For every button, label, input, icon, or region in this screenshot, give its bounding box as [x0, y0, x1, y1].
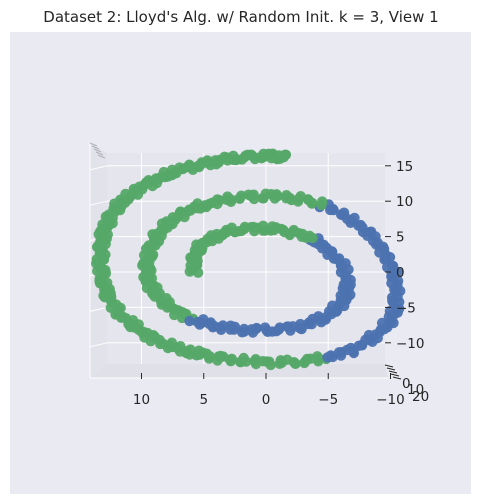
x-tick-label: −10: [376, 392, 405, 408]
data-point-green: [169, 309, 180, 321]
data-point-blue: [334, 253, 345, 264]
data-point-green: [185, 205, 196, 216]
data-point-green: [192, 267, 204, 278]
data-point-green: [150, 240, 161, 251]
data-point-green: [155, 338, 166, 350]
side-gridline: [89, 342, 108, 348]
depth-tick-mark: [95, 151, 104, 156]
z-tick-label: −10: [396, 336, 425, 352]
data-point-green: [248, 221, 259, 233]
data-point-green: [290, 358, 301, 369]
depth-tick-mark: [384, 364, 394, 368]
side-gridline: [89, 165, 108, 171]
data-point-blue: [376, 317, 388, 329]
x-tick-label: −5: [318, 392, 338, 408]
data-point-green: [236, 190, 247, 201]
data-point-green: [295, 191, 306, 202]
x-tick-label: 5: [199, 392, 208, 408]
z-tick-label: 15: [396, 159, 413, 175]
chart-title: Dataset 2: Lloyd's Alg. w/ Random Init. …: [43, 8, 438, 26]
depth-tick-mark: [91, 145, 100, 150]
data-point-blue: [229, 321, 241, 332]
data-point-blue: [337, 209, 348, 221]
data-point-blue: [333, 347, 345, 358]
depth-tick-mark: [89, 142, 98, 147]
data-point-green: [162, 171, 174, 182]
data-point-green: [258, 193, 269, 204]
data-point-green: [172, 342, 183, 354]
data-point-blue: [355, 219, 366, 231]
depth-tick-mark: [392, 376, 402, 380]
data-point-blue: [215, 324, 227, 335]
z-tick-label: 10: [396, 194, 413, 210]
z-tick-label: 0: [396, 265, 405, 281]
depth-tick-mark: [390, 373, 400, 377]
data-point-green: [249, 355, 260, 367]
data-point-green: [224, 354, 236, 365]
data-point-green: [279, 226, 290, 238]
data-point-blue: [387, 260, 399, 272]
data-point-blue: [353, 340, 364, 351]
side-gridline: [89, 200, 108, 206]
data-point-green: [281, 193, 292, 204]
x-tick-label: 10: [133, 392, 150, 408]
data-point-green: [116, 312, 127, 323]
data-point-green: [297, 228, 308, 240]
scatter-points: [91, 148, 406, 371]
z-tick-label: 5: [396, 230, 405, 246]
data-point-green: [265, 359, 276, 371]
x-axis-tick-labels: 10 5 0 −5 −10: [133, 373, 405, 408]
data-point-blue: [294, 322, 305, 334]
data-point-blue: [184, 315, 195, 327]
data-point-green: [259, 225, 271, 236]
depth-tick-label: 0: [402, 376, 411, 392]
depth-axis-ticks: [89, 142, 402, 380]
data-point-green: [240, 356, 252, 367]
data-point-green: [204, 353, 215, 364]
data-point-blue: [251, 322, 262, 334]
depth-tick-mark: [93, 148, 102, 153]
data-point-green: [229, 226, 241, 238]
data-point-blue: [196, 317, 207, 329]
data-point-blue: [273, 324, 285, 335]
depth-tick-label: 10: [407, 382, 424, 398]
data-point-blue: [366, 226, 377, 237]
depth-tick-mark: [388, 370, 398, 374]
depth-tick-label: 20: [412, 389, 429, 405]
data-point-green: [222, 152, 233, 163]
z-tick-label: −5: [396, 300, 416, 316]
x-tick-label: 0: [262, 392, 271, 408]
z-axis-tick-labels: 15 10 5 0 −5 −10: [385, 159, 425, 352]
data-point-green: [205, 159, 216, 171]
depth-tick-mark: [97, 154, 106, 159]
data-point-green: [267, 148, 278, 159]
side-gridline: [89, 306, 108, 312]
data-point-blue: [236, 327, 248, 338]
depth-tick-mark: [386, 367, 396, 371]
data-point-green: [316, 199, 327, 211]
data-point-green: [312, 351, 323, 362]
floor-pane: [90, 364, 388, 378]
data-point-green: [129, 322, 140, 333]
